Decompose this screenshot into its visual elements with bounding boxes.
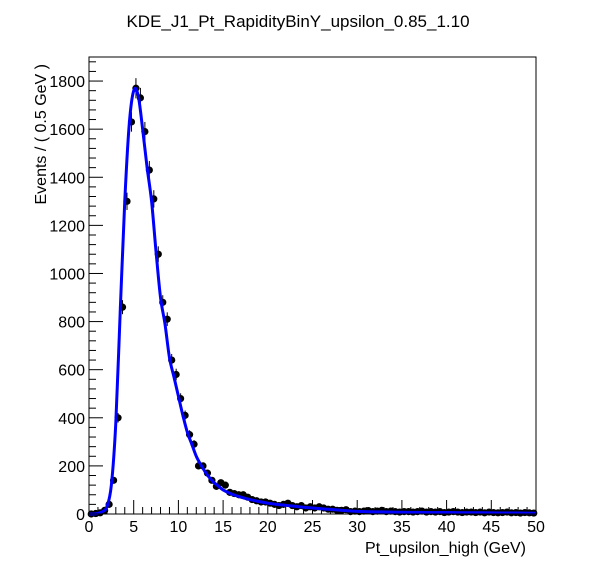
y-tick-label: 1800 <box>49 74 85 91</box>
x-tick-label: 45 <box>482 519 500 536</box>
chart-title: KDE_J1_Pt_RapidityBinY_upsilon_0.85_1.10 <box>126 12 469 31</box>
y-tick-label: 400 <box>58 411 85 428</box>
x-tick-label: 20 <box>259 519 277 536</box>
y-tick-label: 800 <box>58 315 85 332</box>
x-tick-label: 50 <box>527 519 545 536</box>
y-tick-label: 1400 <box>49 170 85 187</box>
y-tick-label: 1200 <box>49 218 85 235</box>
plot-frame <box>88 56 537 515</box>
y-tick-label: 0 <box>76 507 85 524</box>
y-tick-label: 1000 <box>49 266 85 283</box>
x-tick-label: 0 <box>85 519 94 536</box>
data-point <box>221 481 229 489</box>
x-tick-label: 10 <box>170 519 188 536</box>
data-points-series <box>87 78 538 518</box>
x-tick-label: 25 <box>304 519 322 536</box>
x-tick-label: 35 <box>393 519 411 536</box>
y-axis-label: Events / ( 0.5 GeV ) <box>33 64 50 205</box>
fit-curve-line <box>88 86 537 516</box>
y-tick-label: 600 <box>58 363 85 380</box>
x-tick-label: 40 <box>438 519 456 536</box>
fit-curve-series <box>88 86 537 516</box>
x-tick-label: 15 <box>214 519 232 536</box>
x-axis-label: Pt_upsilon_high (GeV) <box>365 540 526 557</box>
y-tick-label: 200 <box>58 459 85 476</box>
y-tick-label: 1600 <box>49 122 85 139</box>
plot-axes: 0 5 10 15 20 25 30 35 40 45 50 0 200 400 600 800 1000 120… <box>49 61 545 536</box>
x-tick-label: 30 <box>348 519 366 536</box>
x-tick-label: 5 <box>129 519 138 536</box>
